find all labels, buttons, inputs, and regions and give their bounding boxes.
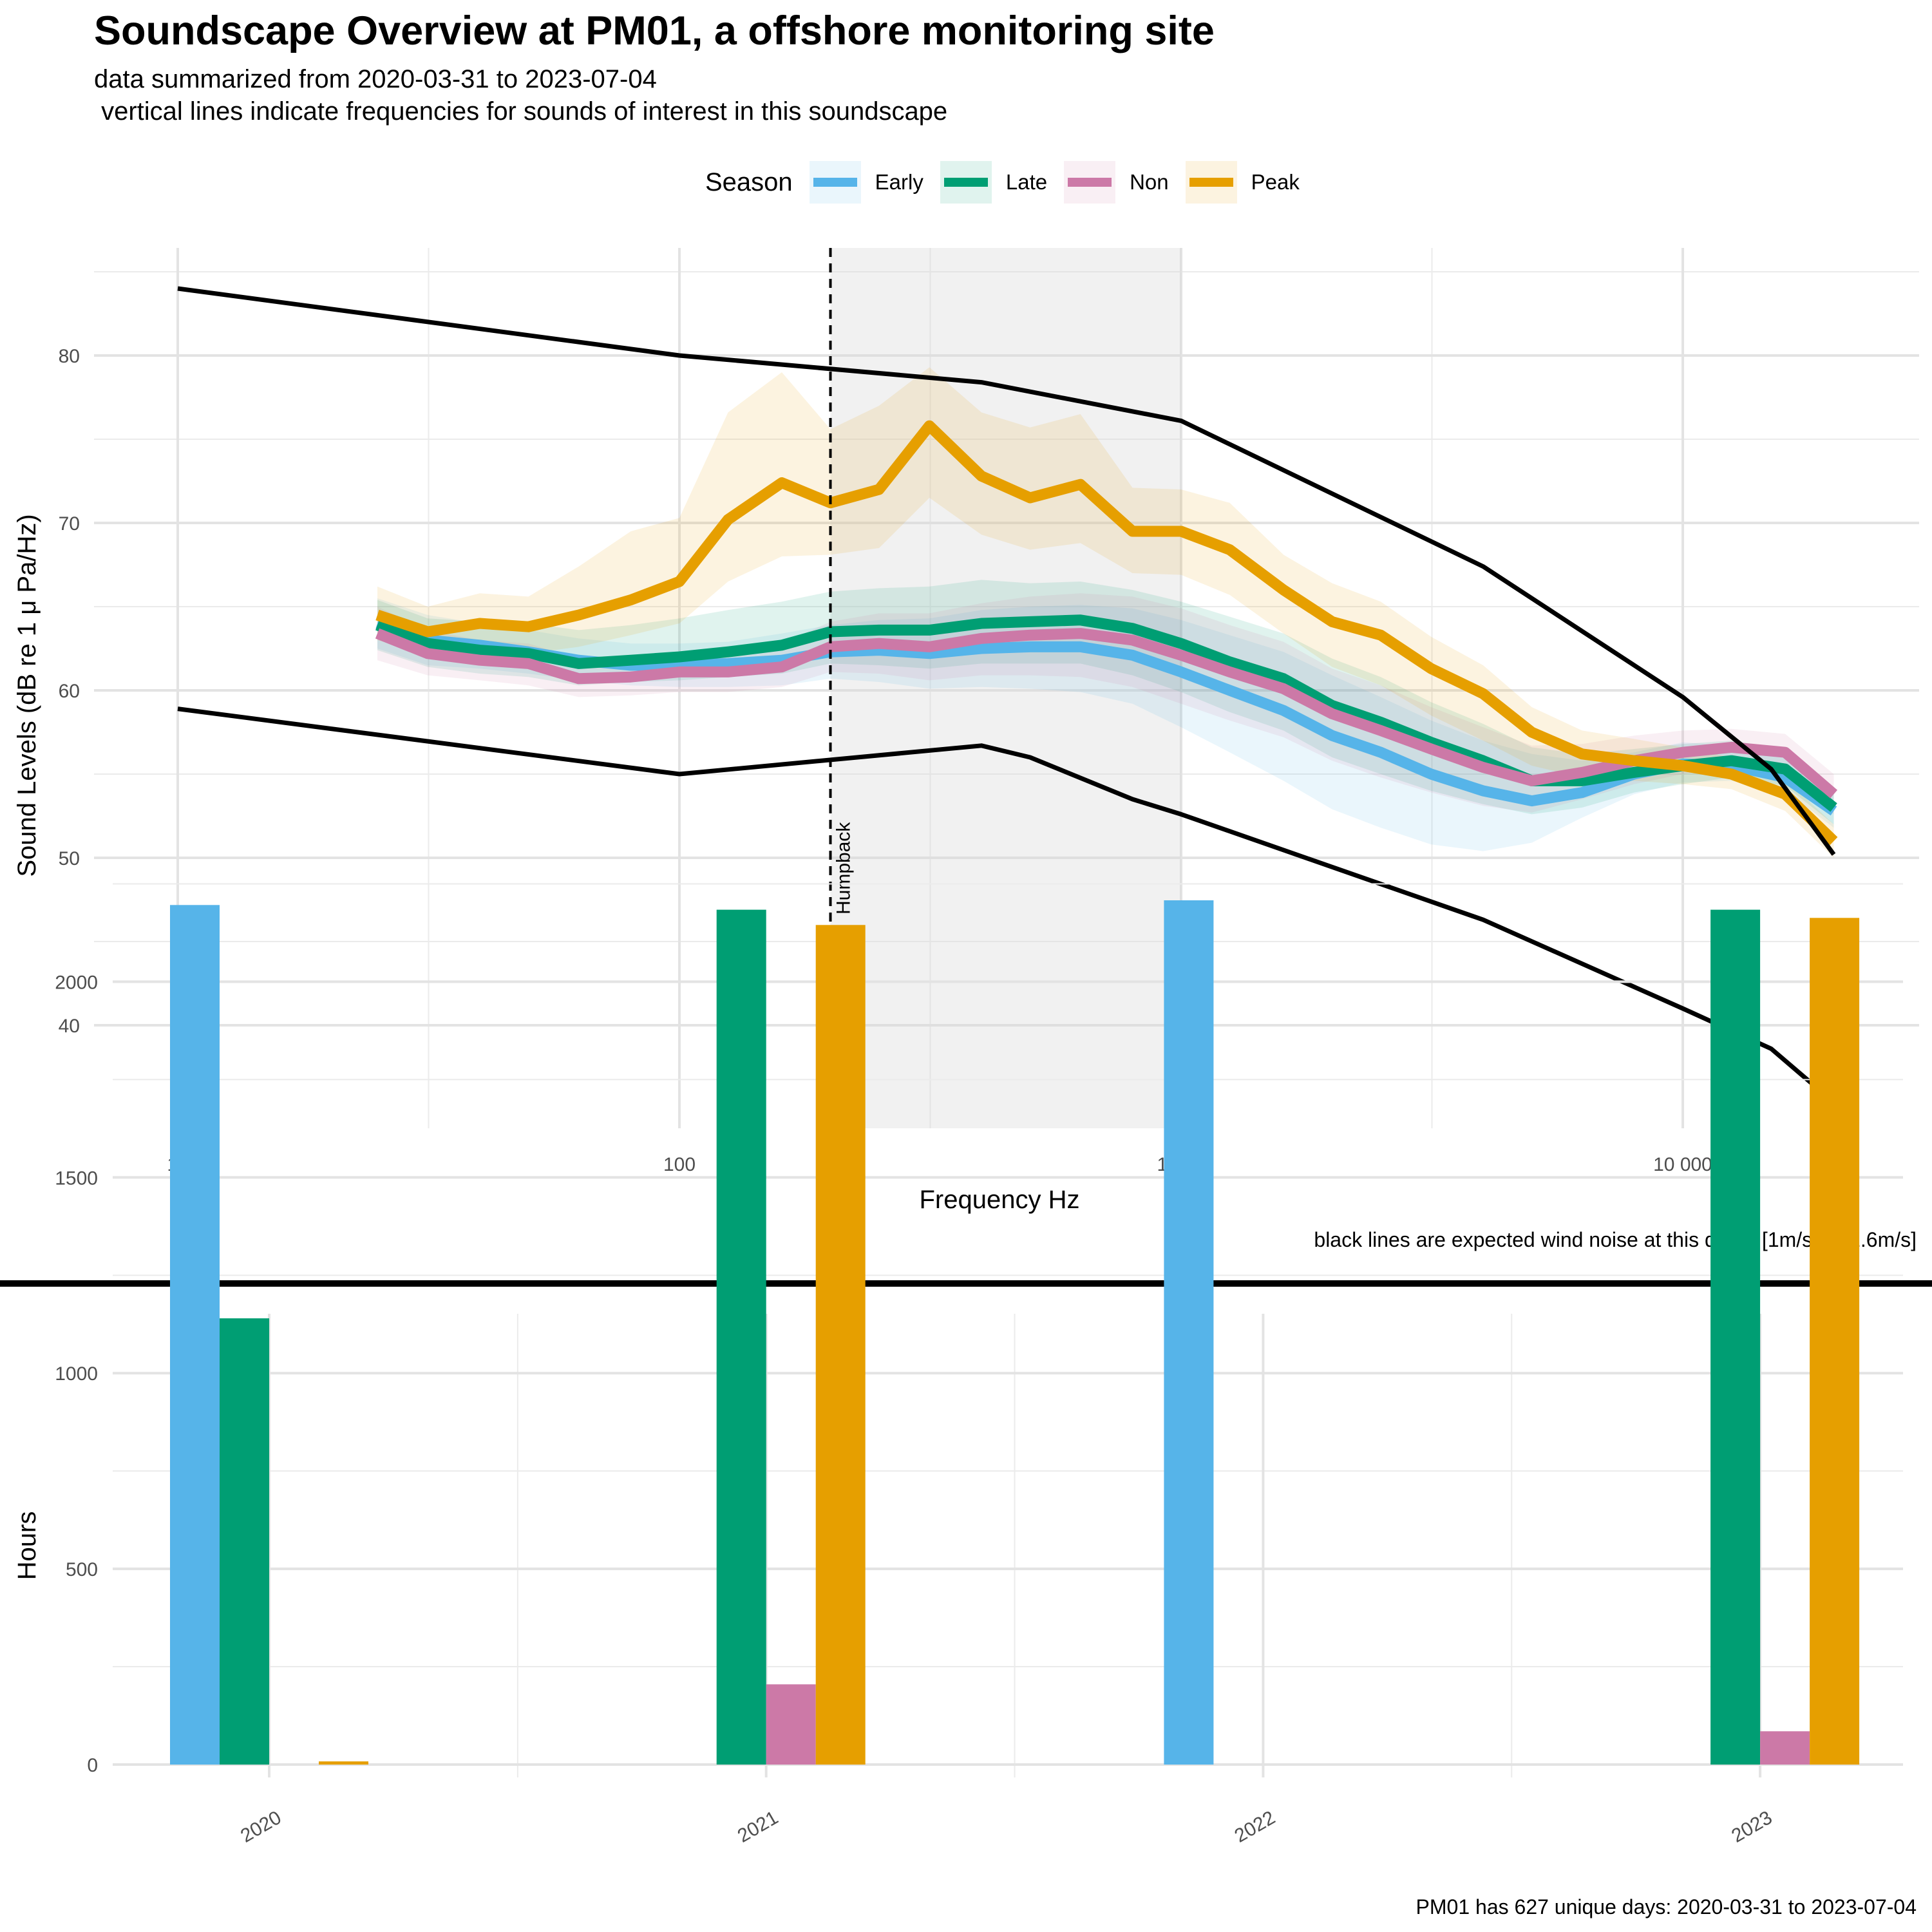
legend-key-late (940, 161, 992, 204)
legend-item-non: Non (1064, 161, 1169, 204)
legend-label-peak: Peak (1251, 170, 1300, 194)
x-tick-label: 10 000 (1653, 1154, 1712, 1175)
legend-label-early: Early (875, 170, 923, 194)
line-peak (375, 420, 1838, 846)
y-tick-label: 50 (59, 848, 80, 869)
line-late (375, 614, 1837, 812)
hours-gridlines (113, 883, 1903, 1777)
year-tick-label: 2022 (1231, 1807, 1278, 1847)
legend-item-late: Late (940, 161, 1047, 204)
legend-title: Season (705, 167, 793, 196)
hours-tick-label: 1500 (55, 1168, 98, 1189)
legend-key-peak (1185, 161, 1237, 204)
page-title: Soundscape Overview at PM01, a offshore … (94, 8, 1215, 53)
legend-key-non (1064, 161, 1116, 204)
hours-tick-label: 500 (66, 1559, 98, 1580)
season-legend: Season Early Late Non Peak (705, 160, 1316, 205)
bar-2022-early (1164, 900, 1214, 1765)
year-tick-label: 2021 (734, 1807, 782, 1847)
bar-2021-late (716, 909, 766, 1765)
x-axis-title: Frequency Hz (920, 1186, 1080, 1214)
y-tick-label: 40 (59, 1016, 80, 1037)
bar-2020-late (220, 1318, 269, 1765)
y-tick-label: 80 (59, 346, 80, 367)
hours-tick-label: 1000 (55, 1363, 98, 1385)
humpback-label: Humpback (833, 822, 855, 914)
hours-bars (170, 900, 1860, 1765)
y-tick-label: 70 (59, 513, 80, 535)
bar-2023-late (1710, 909, 1761, 1765)
y-axis-title: Sound Levels (dB re 1 μ Pa/Hz) (13, 514, 41, 876)
line-non (375, 628, 1838, 799)
legend-label-late: Late (1005, 170, 1048, 194)
x-tick-label: 100 (663, 1154, 696, 1175)
bar-2020-peak (319, 1761, 368, 1765)
bar-2021-non (766, 1684, 816, 1765)
hours-caption: PM01 has 627 unique days: 2020-03-31 to … (1416, 1895, 1917, 1918)
legend-label-non: Non (1130, 170, 1169, 194)
hours-tick-label: 0 (87, 1755, 98, 1776)
ribbon-peak (377, 367, 1834, 858)
page-subtitle: data summarized from 2020-03-31 to 2023-… (94, 65, 948, 126)
y-tick-label: 60 (59, 681, 80, 702)
bar-2023-non (1760, 1731, 1810, 1765)
year-tick-label: 2020 (237, 1807, 285, 1847)
hours-tick-label: 2000 (55, 972, 98, 993)
legend-item-early: Early (809, 161, 923, 204)
wind-noise-upper-line (177, 286, 1836, 856)
legend-key-early (809, 161, 861, 204)
bar-2023-peak (1810, 918, 1860, 1765)
season-lines (375, 420, 1838, 846)
hours-axis-title: Hours (13, 1511, 41, 1580)
legend-item-peak: Peak (1185, 161, 1300, 204)
bar-2021-peak (815, 925, 866, 1765)
year-tick-label: 2023 (1728, 1807, 1776, 1847)
bar-2020-early (170, 905, 220, 1765)
